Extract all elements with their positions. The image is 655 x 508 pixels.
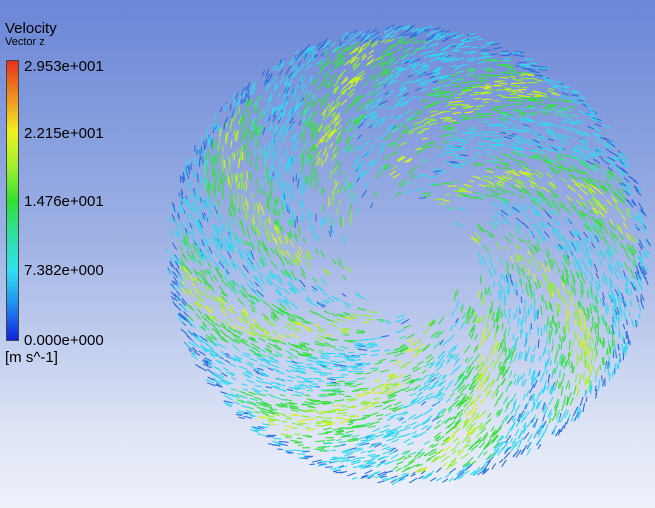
legend-label: 2.215e+001 [24, 125, 104, 142]
color-bar [6, 60, 19, 341]
legend-unit: [m s^-1] [5, 349, 58, 366]
legend-label: 2.953e+001 [24, 58, 104, 75]
vector-field [0, 0, 655, 508]
legend-label: 7.382e+000 [24, 262, 104, 279]
legend-title: Velocity [5, 20, 57, 37]
viewport: Velocity Vector z 2.953e+001 2.215e+001 … [0, 0, 655, 508]
legend-label: 0.000e+000 [24, 332, 104, 349]
legend-subtitle: Vector z [5, 36, 45, 48]
legend-label: 1.476e+001 [24, 193, 104, 210]
